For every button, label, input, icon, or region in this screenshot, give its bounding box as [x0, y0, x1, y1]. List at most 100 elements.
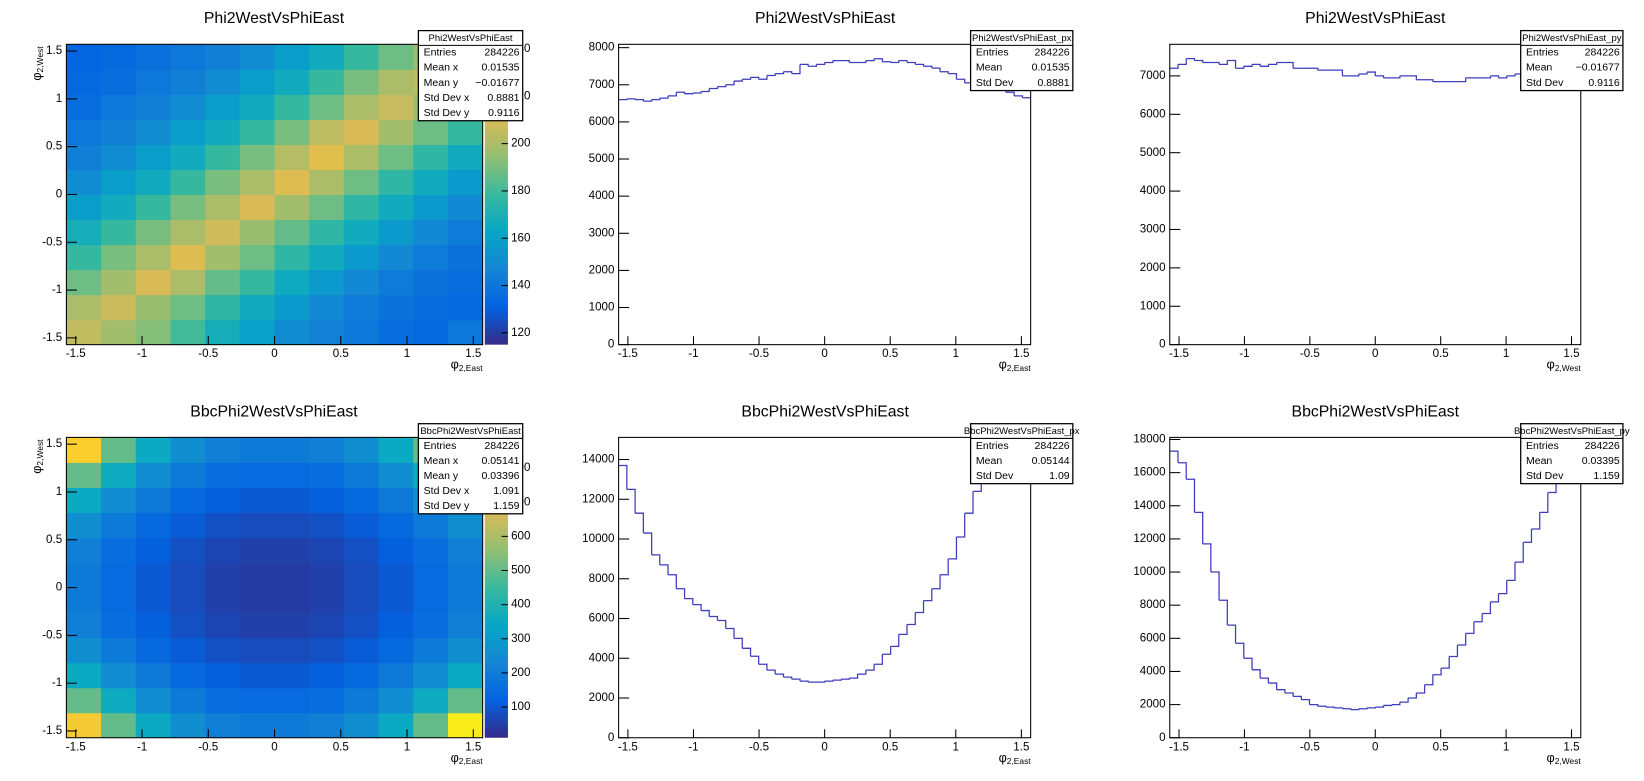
heatmap-cell — [413, 612, 449, 639]
histogram-bin — [1186, 57, 1196, 61]
x-tick-label: -0.5 — [198, 348, 218, 360]
chart-title: Phi2WestVsPhiEast — [1305, 10, 1446, 27]
histogram-bin — [1342, 708, 1352, 710]
stats-name: Mean x — [424, 62, 459, 74]
heatmap-cell — [66, 269, 102, 296]
heatmap-cell — [205, 537, 241, 564]
chart-title: Phi2WestVsPhiEast — [755, 10, 896, 27]
x-tick-label: -1 — [137, 348, 147, 360]
heatmap-cell — [135, 194, 171, 221]
axis-label-subscript: 2,West — [35, 439, 45, 466]
heatmap-cell — [274, 194, 310, 221]
heatmap-cell — [378, 94, 414, 120]
heatmap-cell — [378, 244, 414, 271]
frame — [1169, 43, 1582, 346]
heatmap-cell — [239, 612, 276, 639]
histogram-bin — [1317, 705, 1327, 708]
stats-name: Mean y — [424, 470, 459, 482]
y-tick-label: 6000 — [589, 116, 615, 128]
pad: Phi2WestVsPhiEast120140160180200220240φ2… — [30, 10, 530, 373]
axis-label: φ2,East — [999, 358, 1032, 373]
x-tick-label: 1 — [1503, 741, 1509, 753]
histogram-bin — [1219, 599, 1228, 626]
axis-label: φ2,East — [999, 751, 1032, 766]
x-tick-label: -0.5 — [198, 741, 218, 753]
histogram-bin — [1252, 669, 1261, 679]
stats-name: Entries — [976, 47, 1009, 59]
axis-label: φ2,West — [1547, 751, 1582, 766]
heatmap-cell — [205, 244, 241, 271]
stats-name: Entries — [424, 440, 457, 452]
stats-name: Std Dev — [1526, 77, 1564, 89]
heatmap-cell — [447, 687, 483, 714]
x-tick-label: 0 — [1372, 741, 1378, 753]
stats-box: BbcPhi2WestVsPhiEast_py Entries 284226 Mean… — [1514, 423, 1630, 485]
y-tick-label: 14000 — [582, 454, 614, 466]
histogram-bin — [882, 61, 892, 63]
heatmap-cell — [135, 94, 171, 120]
heatmap-cell — [447, 587, 483, 614]
heatmap-cell — [239, 69, 276, 95]
heatmap-cell — [378, 194, 414, 221]
histogram-bin — [915, 63, 925, 67]
z-tick-label: 300 — [511, 633, 530, 645]
stats-title: Phi2WestVsPhiEast — [429, 33, 513, 44]
heatmap-cell — [66, 487, 102, 514]
histogram-bin — [1350, 708, 1360, 711]
stats-title: Phi2WestVsPhiEast_py — [1522, 33, 1622, 44]
heatmap-cell — [413, 687, 449, 714]
heatmap-cell — [135, 44, 171, 70]
heatmap-cell — [170, 687, 206, 714]
chart-title: BbcPhi2WestVsPhiEast — [1292, 403, 1460, 420]
stats-box: BbcPhi2WestVsPhiEast_px Entries 284226 Mean… — [964, 423, 1080, 485]
histogram-bin — [857, 670, 867, 675]
heatmap-cell — [66, 119, 102, 145]
histogram-bin — [1457, 77, 1467, 83]
histogram-bin — [791, 678, 801, 682]
histogram-bin — [651, 98, 661, 101]
histogram-bin — [1523, 528, 1533, 543]
heatmap-cell — [309, 587, 345, 614]
heatmap-cell — [343, 294, 380, 321]
histogram-bin — [725, 81, 735, 86]
histogram-bin — [940, 71, 949, 74]
axis-label-subscript: 2,East — [459, 363, 484, 373]
x-tick-label: -0.5 — [1300, 348, 1320, 360]
stats-name: Mean — [976, 62, 1002, 74]
heatmap-cell — [170, 94, 206, 120]
heatmap-cell — [274, 712, 310, 738]
stats-value: 0.01535 — [482, 62, 520, 74]
heatmap-cell — [66, 612, 102, 639]
y-tick-label: 7000 — [589, 79, 615, 91]
y-tick-label: 2000 — [589, 264, 615, 276]
histogram-bin — [1177, 462, 1187, 480]
heatmap-cell — [343, 512, 380, 539]
histogram-bin — [1490, 593, 1500, 603]
y-tick-label: 0 — [1159, 339, 1165, 351]
heatmap-cell — [170, 662, 206, 689]
histogram-bin — [915, 600, 925, 614]
y-tick-label: 10000 — [582, 533, 614, 545]
y-tick-label: 5000 — [1140, 147, 1166, 159]
heatmap-cell — [343, 612, 380, 639]
pad: BbcPhi2WestVsPhiEast -1.5 -1 -0.5 0 0.5 1 1.5 0 2… — [582, 403, 1080, 766]
heatmap-cell — [101, 562, 137, 589]
heatmap-cell — [170, 69, 206, 95]
x-tick-label: 1.5 — [1563, 741, 1579, 753]
y-tick-label: 12000 — [1133, 533, 1165, 545]
histogram-bin — [898, 624, 908, 636]
histogram-bin — [1169, 64, 1179, 69]
heatmap-cell — [205, 144, 241, 170]
x-tick-label: 1.5 — [465, 741, 481, 753]
heatmap-cell — [205, 319, 241, 345]
heatmap-cell — [135, 562, 171, 589]
axis-label-subscript: 2,East — [1007, 756, 1032, 766]
histogram-bin — [824, 60, 834, 64]
histogram-bin — [1531, 512, 1541, 530]
heatmap-cell — [135, 587, 171, 614]
histogram-bin — [841, 678, 850, 680]
heatmap-cell — [66, 294, 102, 321]
histogram-bin — [799, 63, 809, 67]
histogram-bin — [1383, 704, 1393, 707]
